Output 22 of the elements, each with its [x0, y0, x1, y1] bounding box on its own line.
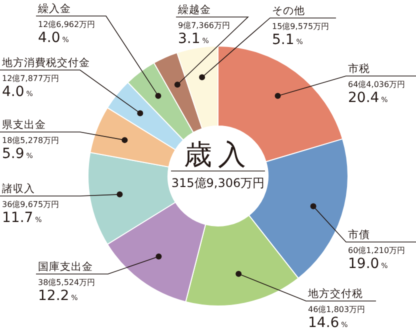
text: 64億4,036万円 [348, 80, 406, 89]
text: 18億5,278万円 [2, 136, 60, 145]
text: 15億9,575万円 [272, 22, 330, 31]
text: 9億7,366万円 [178, 21, 230, 30]
text: 36億9,675万円 [2, 200, 60, 209]
slice-label: 市税 [348, 62, 370, 75]
slice-label: 国庫支出金 [38, 260, 93, 273]
text: 315億9,306万円 [171, 176, 265, 190]
text: 12億6,962万円 [38, 20, 96, 29]
slice-label: その他 [272, 5, 305, 17]
slice-label: 市債 [348, 228, 370, 241]
slice-label: 県支出金 [2, 118, 46, 131]
text: 46億1,803万円 [308, 305, 366, 314]
slice-label: 繰越金 [177, 3, 211, 16]
slice-label: 地方交付税 [307, 287, 363, 300]
slice-label: 地方消費税交付金 [1, 56, 90, 69]
text: 12億7,877万円 [2, 74, 60, 83]
slice-label: 諸収入 [2, 182, 35, 195]
slice-label: 繰入金 [37, 2, 71, 15]
text: 38億5,524万円 [38, 278, 96, 287]
text: 60億1,210万円 [348, 246, 406, 255]
text: 歳入 [184, 138, 252, 171]
